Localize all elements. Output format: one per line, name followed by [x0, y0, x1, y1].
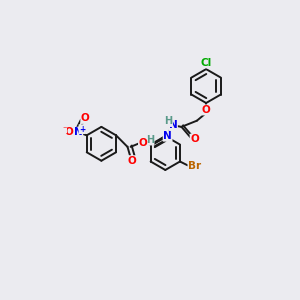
- Text: N: N: [163, 131, 172, 141]
- Text: O: O: [128, 156, 136, 166]
- Text: O: O: [202, 105, 211, 115]
- Text: Cl: Cl: [200, 58, 212, 68]
- Text: +: +: [79, 125, 85, 134]
- Text: ⁻: ⁻: [62, 124, 67, 133]
- Text: O: O: [64, 127, 74, 137]
- Text: Br: Br: [188, 161, 201, 171]
- Text: N: N: [74, 127, 82, 137]
- Text: O: O: [81, 113, 90, 123]
- Text: O: O: [139, 138, 147, 148]
- Text: O: O: [190, 134, 199, 144]
- Text: H: H: [146, 135, 154, 145]
- Text: H: H: [164, 116, 172, 127]
- Text: N: N: [169, 120, 177, 130]
